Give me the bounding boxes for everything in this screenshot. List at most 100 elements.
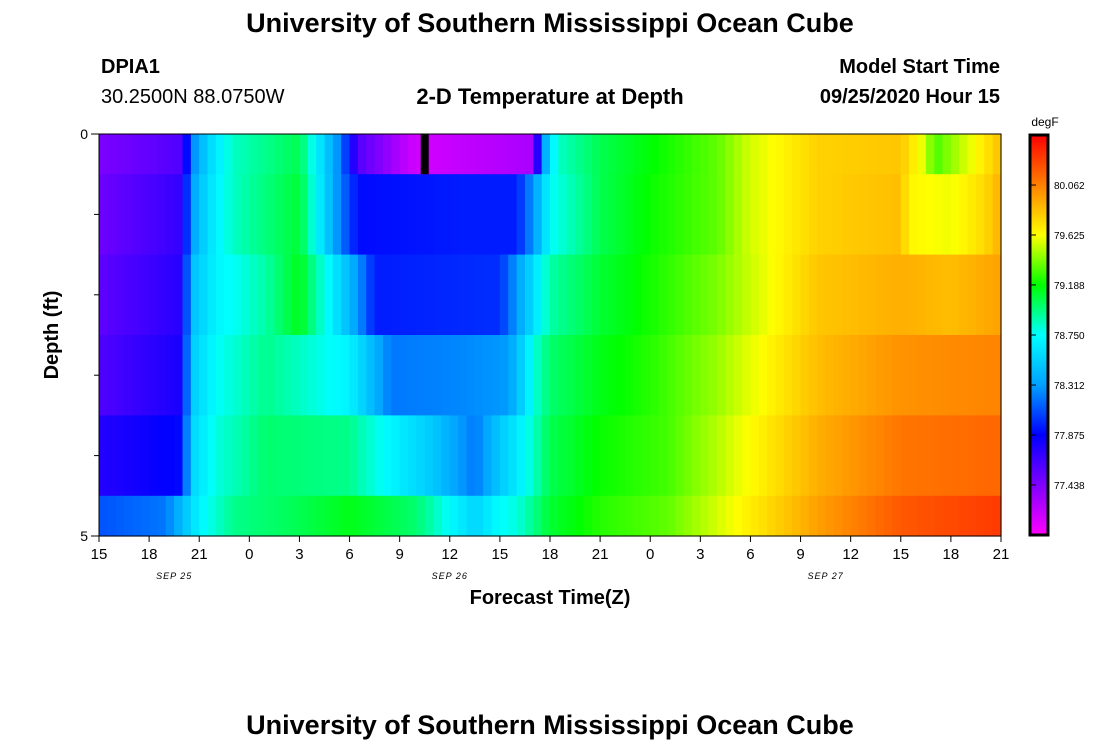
heatmap-cell (892, 254, 902, 336)
heatmap-cell (867, 415, 877, 497)
heatmap-cell (800, 174, 810, 256)
heatmap-cell (767, 495, 777, 537)
heatmap-cell (291, 254, 301, 336)
x-tick-label: 21 (993, 546, 1010, 563)
heatmap-cell (140, 415, 150, 497)
heatmap-cell (850, 174, 860, 256)
heatmap-cell (683, 415, 693, 497)
heatmap-cell (583, 415, 593, 497)
heatmap-cell (658, 174, 668, 256)
heatmap-cell (533, 134, 543, 175)
heatmap-cell (224, 174, 234, 256)
heatmap-cell (374, 134, 384, 175)
heatmap-cell (232, 495, 242, 537)
heatmap-cell (925, 495, 935, 537)
heatmap-cell (140, 174, 150, 256)
heatmap-cell (575, 335, 585, 416)
heatmap-cell (182, 134, 192, 175)
x-tick-label: 18 (542, 546, 559, 563)
heatmap-cell (524, 134, 534, 175)
heatmap-cell (800, 254, 810, 336)
heatmap-cell (382, 174, 392, 256)
heatmap-cell (900, 134, 910, 175)
heatmap-cell (341, 134, 351, 175)
heatmap-cell (683, 174, 693, 256)
heatmap-area (99, 134, 1002, 537)
heatmap-cell (700, 134, 710, 175)
heatmap-cell (99, 495, 108, 537)
heatmap-cell (975, 415, 985, 497)
heatmap-cell (967, 335, 977, 416)
heatmap-cell (633, 254, 643, 336)
heatmap-cell (441, 254, 451, 336)
heatmap-cell (967, 495, 977, 537)
heatmap-cell (925, 335, 935, 416)
heatmap-cell (316, 254, 326, 336)
heatmap-cell (449, 495, 459, 537)
heatmap-cell (132, 495, 142, 537)
heatmap-cell (240, 134, 250, 175)
heatmap-cell (374, 495, 384, 537)
heatmap-cell (357, 134, 367, 175)
heatmap-cell (499, 134, 509, 175)
heatmap-cell (516, 495, 526, 537)
heatmap-cell (274, 134, 284, 175)
heatmap-cell (124, 174, 134, 256)
heatmap-cell (975, 335, 985, 416)
heatmap-cell (165, 335, 175, 416)
heatmap-cell (975, 134, 985, 175)
heatmap-cell (808, 415, 818, 497)
heatmap-cell (792, 415, 802, 497)
heatmap-cell (207, 254, 217, 336)
heatmap-cell (224, 134, 234, 175)
heatmap-cell (717, 174, 726, 256)
heatmap-cell (691, 415, 701, 497)
heatmap-cell (591, 495, 601, 537)
heatmap-cell (591, 415, 601, 497)
heatmap-cell (416, 254, 426, 336)
heatmap-cell (909, 415, 919, 497)
heatmap-cell (892, 495, 902, 537)
heatmap-cell (550, 134, 559, 175)
heatmap-cell (725, 254, 735, 336)
heatmap-cell (992, 335, 1002, 416)
heatmap-cell (224, 254, 234, 336)
heatmap-cell (825, 174, 835, 256)
heatmap-cell (850, 335, 860, 416)
heatmap-cell (792, 134, 802, 175)
heatmap-cell (717, 495, 726, 537)
heatmap-cell (215, 415, 225, 497)
heatmap-cell (950, 174, 960, 256)
heatmap-cell (449, 174, 459, 256)
heatmap-cell (224, 415, 234, 497)
x-tick-label: 18 (943, 546, 960, 563)
heatmap-cell (199, 254, 209, 336)
heatmap-cell (833, 174, 843, 256)
heatmap-cell (215, 174, 225, 256)
heatmap-cell (341, 335, 351, 416)
heatmap-cell (666, 415, 676, 497)
heatmap-cell (850, 254, 860, 336)
heatmap-cell (633, 335, 643, 416)
heatmap-cell (566, 415, 576, 497)
heatmap-cell (650, 415, 660, 497)
colorbar-tick-label: 77.875 (1054, 431, 1085, 442)
heatmap-cell (742, 134, 752, 175)
heatmap-cell (959, 335, 969, 416)
heatmap-cell (934, 134, 944, 175)
heatmap-cell (942, 335, 952, 416)
heatmap-cell (441, 495, 451, 537)
heatmap-cell (900, 335, 910, 416)
heatmap-cell (199, 415, 209, 497)
heatmap-cell (499, 495, 509, 537)
heatmap-cell (499, 174, 509, 256)
heatmap-cell (600, 174, 610, 256)
heatmap-cell (190, 415, 200, 497)
heatmap-cell (99, 335, 108, 416)
heatmap-cell (115, 174, 125, 256)
heatmap-cell (324, 174, 334, 256)
heatmap-cell (558, 254, 568, 336)
heatmap-cell (190, 495, 200, 537)
heatmap-cell (165, 495, 175, 537)
heatmap-cell (708, 415, 718, 497)
